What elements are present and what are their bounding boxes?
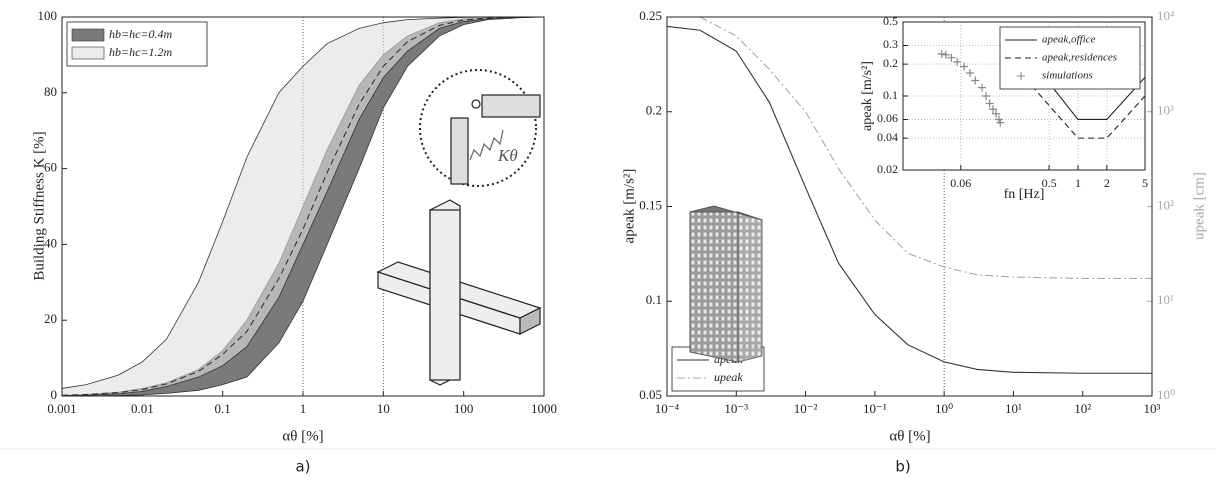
x-tick-label: 0.06 (950, 176, 971, 190)
x-tick-label: 10² (1074, 401, 1091, 416)
legend-label: apeak,residences (1042, 52, 1117, 64)
y2-tick-label: 10² (1157, 197, 1174, 212)
x-tick-label: 10 (377, 401, 390, 416)
y-tick-label: 0.1 (646, 292, 662, 307)
y-tick-label: 80 (44, 84, 57, 99)
y2-axis-label: upeak [cm] (1191, 172, 1207, 240)
figure: 0.0010.010.11101001000020406080100hb=hc=… (0, 0, 1216, 494)
y2-tick-label: 10⁰ (1157, 387, 1175, 402)
x-tick-label: 0.1 (215, 401, 231, 416)
legend-label: simulations (1042, 70, 1093, 82)
x-tick-label: 10⁻³ (724, 401, 748, 416)
y-axis-label: Building Stiffness K [%] (31, 131, 47, 280)
x-axis-label: fn [Hz] (1004, 187, 1045, 202)
x-tick-label: 10³ (1144, 401, 1161, 416)
legend-label: upeak (714, 370, 743, 384)
y2-tick-label: 10¹ (1157, 292, 1174, 307)
y-tick-label: 0.3 (883, 37, 898, 51)
y2-tick-label: 10⁴ (1157, 8, 1175, 23)
x-axis-label: αθ [%] (282, 428, 323, 444)
x-tick-label: 1000 (531, 401, 557, 416)
y-tick-label: 0 (51, 387, 58, 402)
caption: a) (295, 458, 310, 476)
y-tick-label: 0.15 (639, 197, 662, 212)
y-tick-label: 0.1 (883, 88, 898, 102)
y-tick-label: 20 (44, 311, 57, 326)
x-tick-label: 10⁻² (794, 401, 818, 416)
y-tick-label: 0.2 (646, 103, 662, 118)
x-tick-label: 0.01 (131, 401, 154, 416)
x-tick-label: 10⁻⁴ (655, 401, 680, 416)
legend-swatch (72, 47, 104, 59)
caption: b) (895, 458, 910, 476)
x-tick-label: 10⁰ (935, 401, 953, 416)
y-axis-label: apeak [m/s²] (860, 61, 875, 131)
x-tick-label: 0.001 (47, 401, 76, 416)
y-tick-label: 0.06 (877, 111, 898, 125)
y-tick-label: 0.5 (883, 14, 898, 28)
y2-tick-label: 10³ (1157, 103, 1174, 118)
y-tick-label: 0.05 (639, 387, 662, 402)
tower-drawing (690, 206, 762, 362)
y-tick-label: 0.04 (877, 130, 898, 144)
x-tick-label: 5 (1142, 176, 1148, 190)
x-tick-label: 1 (300, 401, 307, 416)
legend-label: apeak,office (1042, 34, 1096, 46)
legend-label: hb=hc=1.2m (109, 45, 173, 59)
y-tick-label: 0.2 (883, 56, 898, 70)
legend-label: hb=hc=0.4m (109, 27, 173, 41)
spring-label: Kθ (497, 146, 518, 165)
x-tick-label: 2 (1104, 176, 1110, 190)
x-tick-label: 1 (1075, 176, 1081, 190)
y-tick-label: 100 (38, 8, 58, 23)
x-tick-label: 10¹ (1005, 401, 1022, 416)
y-axis-label: apeak [m/s²] (621, 169, 637, 244)
y-tick-label: 0.25 (639, 8, 662, 23)
x-axis-label: αθ [%] (889, 428, 930, 444)
x-tick-label: 100 (454, 401, 474, 416)
spring-diagram (420, 70, 540, 186)
y-tick-label: 0.02 (877, 162, 898, 176)
x-tick-label: 10⁻¹ (863, 401, 887, 416)
joint-drawing (378, 200, 540, 385)
legend-swatch (72, 29, 104, 41)
